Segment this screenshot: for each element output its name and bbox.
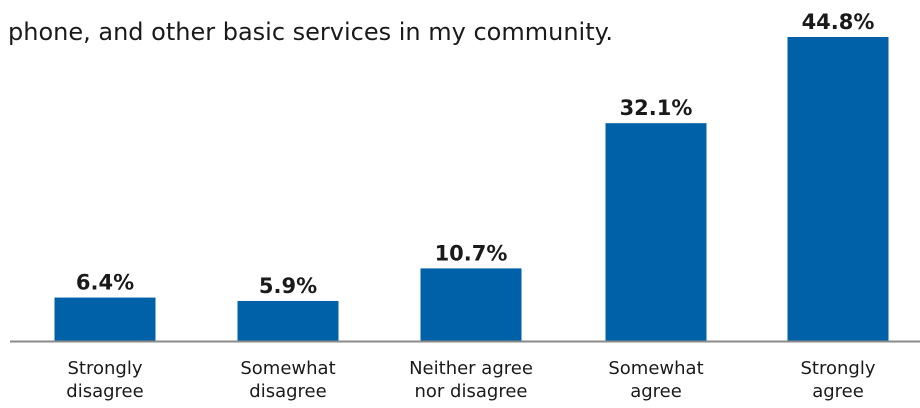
data-label-2: 5.9% <box>259 274 317 298</box>
category-label-4-line-1: Somewhat <box>608 358 703 379</box>
category-label-3-line-1: Neither agree <box>409 358 533 379</box>
category-label-4-line-2: agree <box>630 381 682 402</box>
category-label-3-line-2: nor disagree <box>415 381 528 402</box>
bar-2 <box>237 300 339 341</box>
bar-4 <box>605 123 707 341</box>
category-label-5-line-1: Strongly <box>801 358 876 379</box>
bar-5 <box>787 37 889 341</box>
bar-1 <box>54 297 156 341</box>
bar-3 <box>420 268 522 341</box>
category-label-5-line-2: agree <box>812 381 864 402</box>
chart-title-line-2: phone, and other basic services in my co… <box>8 18 614 46</box>
data-label-1: 6.4% <box>76 271 134 295</box>
data-label-3: 10.7% <box>435 241 508 265</box>
category-label-1-line-1: Strongly <box>68 358 143 379</box>
category-label-1-line-2: disagree <box>66 381 143 402</box>
category-label-2-line-1: Somewhat <box>240 358 335 379</box>
category-label-2-line-2: disagree <box>249 381 326 402</box>
data-label-4: 32.1% <box>620 96 693 120</box>
data-label-5: 44.8% <box>802 10 875 34</box>
